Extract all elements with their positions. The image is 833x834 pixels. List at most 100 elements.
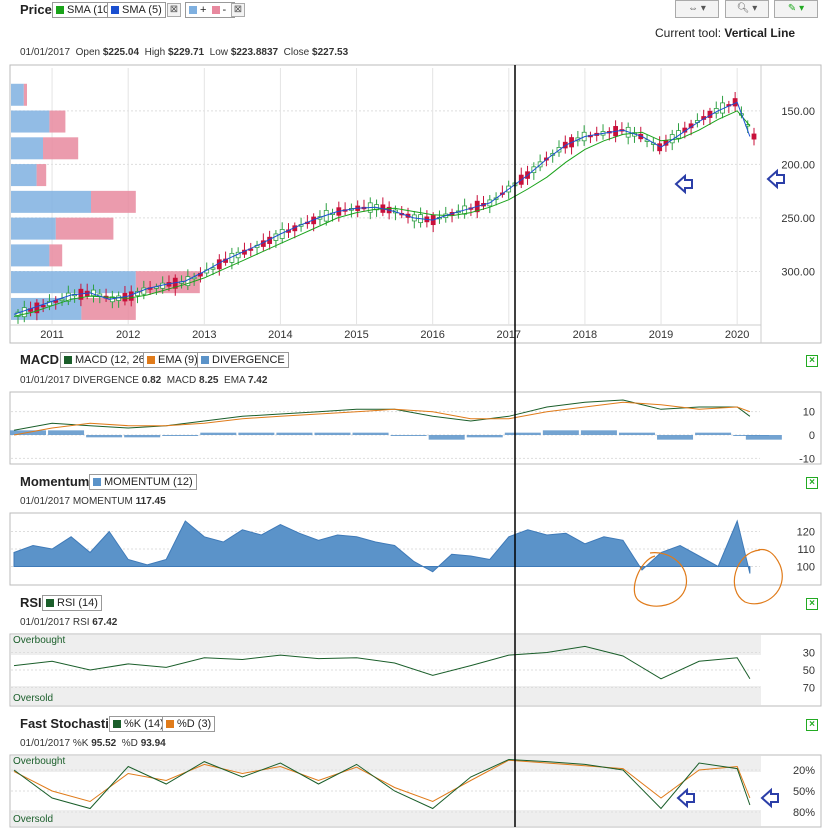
legend-sma5[interactable]: SMA (5)	[107, 2, 166, 18]
vbp-up-bar	[11, 297, 82, 320]
d-value: 93.94	[140, 738, 166, 749]
divergence-bar	[695, 432, 732, 435]
macd-swatch	[64, 356, 72, 365]
vbp-up-bar	[11, 217, 56, 240]
divergence-value: 0.82	[141, 375, 162, 386]
legend-volume-by-price[interactable]: + -	[185, 2, 235, 18]
legend-k[interactable]: %K (14)	[109, 716, 168, 732]
candle-body	[751, 133, 757, 140]
price-y-tick-label: 300.00	[781, 266, 815, 278]
stoch-oversold-band	[11, 810, 761, 826]
momentum-swatch	[93, 478, 101, 487]
divergence-bar	[657, 435, 694, 440]
price-y-tick-label: 200.00	[781, 159, 815, 171]
stoch-plot: 80% 50% 20%	[11, 758, 815, 819]
price-y-tick-label: 250.00	[781, 213, 815, 225]
vbp-down-bar	[23, 83, 27, 106]
price-x-tick-label: 2013	[192, 329, 216, 341]
momentum-close-icon[interactable]: ×	[806, 477, 818, 489]
rsi-y-tick-label: 50	[803, 665, 815, 677]
pencil-icon: ✎ ▾	[787, 3, 805, 14]
pan-icon: ⇔ ▾	[688, 3, 706, 14]
divergence-bar	[162, 435, 199, 436]
current-tool-label: Current tool:	[655, 26, 722, 40]
circle-annotation[interactable]	[733, 548, 783, 605]
minus-swatch	[211, 6, 220, 15]
rsi-swatch	[46, 599, 54, 608]
divergence-bar	[86, 435, 123, 438]
legend-momentum[interactable]: MOMENTUM (12)	[89, 474, 197, 490]
k-swatch	[113, 720, 121, 729]
rsi-readout: 01/01/2017 RSI 67.42	[20, 617, 117, 628]
pan-tool-button[interactable]: ⇔ ▾	[675, 0, 719, 18]
legend-d-label: %D (3)	[177, 718, 212, 730]
sma5-line	[13, 101, 751, 315]
divergence-swatch	[201, 356, 209, 365]
legend-settings-button[interactable]: ⊠	[167, 3, 181, 17]
legend-sma10[interactable]: SMA (10)	[52, 2, 117, 18]
price-x-tick-label: 2016	[420, 329, 444, 341]
legend-rsi-label: RSI (14)	[57, 597, 98, 609]
legend-ema-label: EMA (9)	[158, 354, 198, 366]
zoom-tool-button[interactable]: 🔍︎ ▾	[725, 0, 769, 18]
vbp-up-bar	[11, 137, 43, 160]
circle-annotation[interactable]	[633, 552, 688, 607]
candle-body	[128, 291, 134, 301]
current-tool-value: Vertical Line	[724, 26, 796, 40]
arrow-annotation-icon[interactable]	[760, 787, 779, 809]
ema-value: 7.42	[247, 375, 268, 386]
legend-d[interactable]: %D (3)	[162, 716, 216, 732]
macd-date: 01/01/2017	[20, 375, 71, 386]
candle-body	[15, 311, 21, 317]
stoch-close-icon[interactable]: ×	[806, 719, 818, 731]
vbp-down-bar	[43, 137, 79, 160]
legend-momentum-label: MOMENTUM (12)	[104, 476, 193, 488]
ema-line	[13, 401, 751, 436]
sma10-swatch	[56, 6, 64, 15]
draw-tool-button[interactable]: ✎ ▾	[774, 0, 818, 18]
rsi-close-icon[interactable]: ×	[806, 598, 818, 610]
price-x-tick-label: 2017	[497, 329, 521, 341]
candle-body	[21, 307, 27, 318]
legend-ema[interactable]: EMA (9)	[143, 352, 202, 368]
momentum-y-tick-label: 110	[797, 544, 815, 556]
vbp-down-bar	[55, 217, 114, 240]
legend-rsi[interactable]: RSI (14)	[42, 595, 102, 611]
open-value: $225.04	[102, 47, 140, 58]
open-label: Open	[75, 47, 101, 58]
macd-close-icon[interactable]: ×	[806, 355, 818, 367]
ema-label: EMA	[224, 375, 246, 386]
divergence-bar	[48, 430, 85, 435]
stoch-y-tick-label: 50%	[793, 786, 815, 798]
legend-sma10-label: SMA (10)	[67, 4, 113, 16]
k-label: %K	[72, 738, 89, 749]
macd-value: 8.25	[199, 375, 219, 386]
macd-y-tick-label: 10	[803, 407, 815, 419]
macd-panel-frame	[9, 391, 822, 465]
legend-divergence[interactable]: DIVERGENCE	[197, 352, 289, 368]
price-x-tick-label: 2011	[40, 329, 64, 341]
stoch-y-tick-label: 80%	[793, 807, 815, 819]
macd-readout: 01/01/2017 DIVERGENCE 0.82 MACD 8.25 EMA…	[20, 375, 267, 386]
arrow-annotation-icon[interactable]	[766, 168, 785, 190]
vbp-down-bar	[49, 110, 66, 133]
candle-body	[59, 298, 65, 302]
stoch-readout: 01/01/2017 %K 95.52 %D 93.94	[20, 738, 166, 749]
rsi-date: 01/01/2017	[20, 617, 71, 628]
vbp-up-bar	[11, 83, 24, 106]
momentum-label: MOMENTUM	[72, 496, 133, 507]
divergence-bar	[504, 432, 541, 435]
arrow-annotation-icon[interactable]	[676, 787, 695, 809]
legend-macd[interactable]: MACD (12, 26)	[60, 352, 153, 368]
arrow-annotation-icon[interactable]	[674, 173, 693, 195]
low-value: $223.8837	[230, 47, 279, 58]
high-label: High	[144, 47, 166, 58]
divergence-bar	[390, 435, 427, 436]
divergence-bar	[352, 432, 389, 435]
legend-vbp-settings-button[interactable]: ⊠	[231, 3, 245, 17]
stoch-overbought-band	[11, 756, 761, 772]
momentum-y-tick-label: 120	[797, 527, 815, 539]
candle-body	[65, 292, 71, 302]
candle-body	[47, 301, 52, 307]
